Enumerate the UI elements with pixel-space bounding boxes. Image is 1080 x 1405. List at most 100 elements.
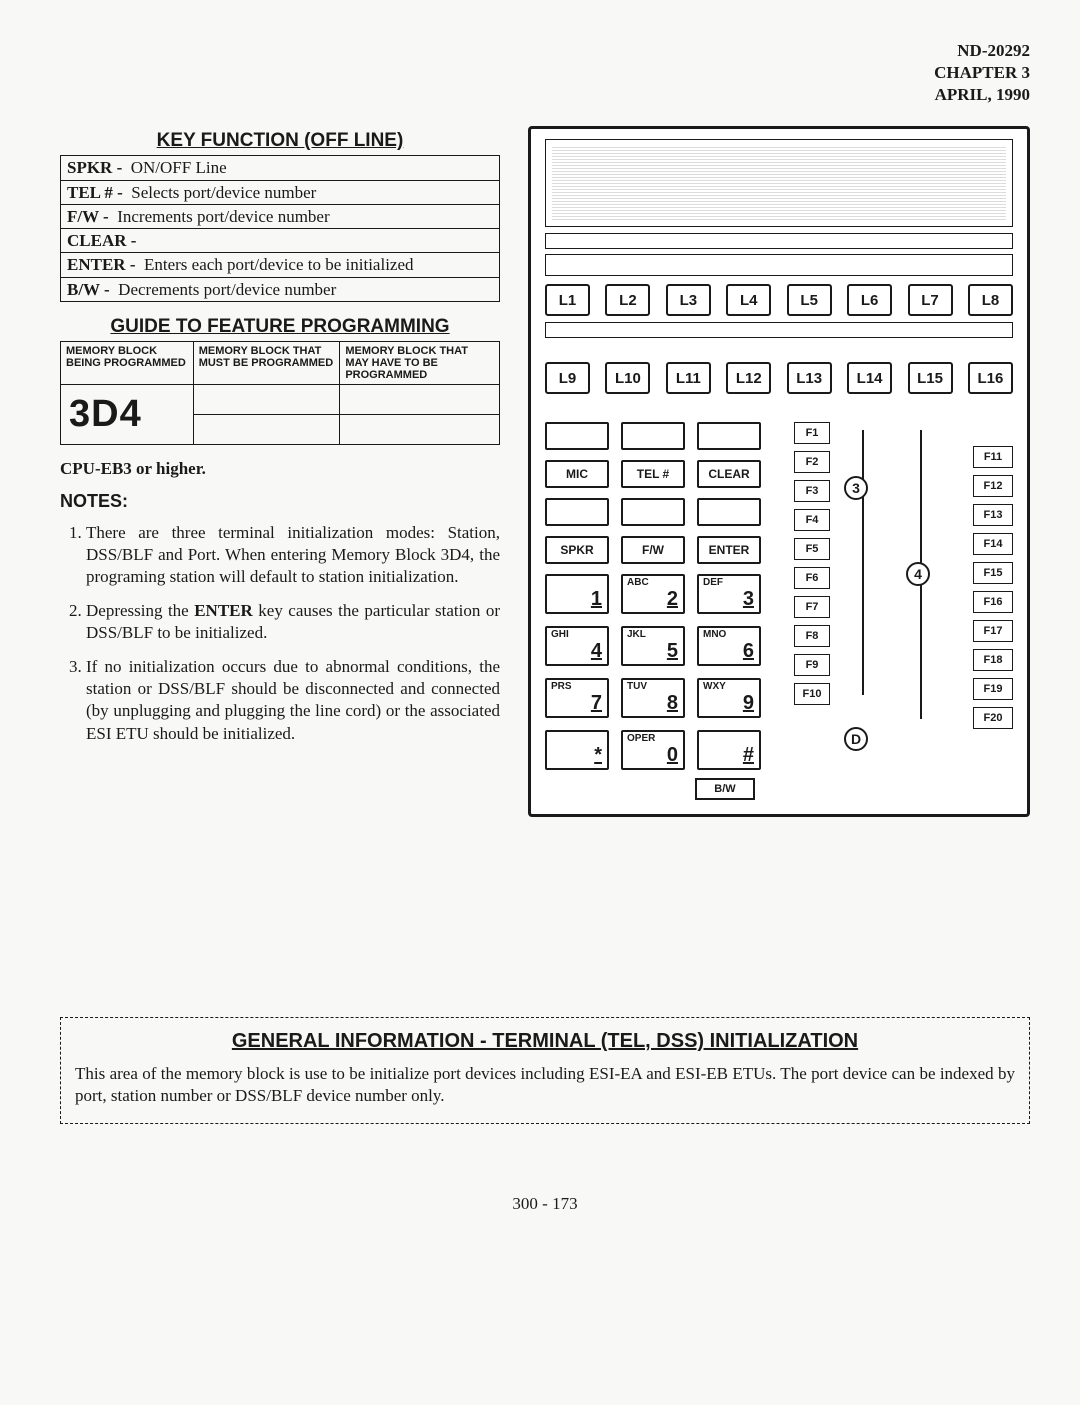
dial-key[interactable]: JKL5: [621, 626, 685, 666]
dial-key[interactable]: TUV8: [621, 678, 685, 718]
dial-key[interactable]: DEF3: [697, 574, 761, 614]
line-key[interactable]: L11: [666, 362, 711, 394]
key-func-row: SPKR - ON/OFF Line: [61, 156, 500, 180]
dial-key[interactable]: GHI4: [545, 626, 609, 666]
line-key[interactable]: L10: [605, 362, 650, 394]
feature-key[interactable]: F4: [794, 509, 830, 531]
key-func-row: F/W - Increments port/device number: [61, 204, 500, 228]
general-info-box: GENERAL INFORMATION - TERMINAL (TEL, DSS…: [60, 1017, 1030, 1124]
guide-h1: MEMORY BLOCK BEING PROGRAMMED: [61, 341, 194, 384]
doc-header: ND-20292 CHAPTER 3 APRIL, 1990: [60, 40, 1030, 106]
dial-key[interactable]: OPER0: [621, 730, 685, 770]
feature-key[interactable]: F19: [973, 678, 1013, 700]
guide-cell: [193, 384, 340, 414]
fn-key[interactable]: ENTER: [697, 536, 761, 564]
dial-key[interactable]: 1: [545, 574, 609, 614]
fn-blank: [697, 422, 761, 450]
feature-key[interactable]: F1: [794, 422, 830, 444]
dial-key[interactable]: WXY9: [697, 678, 761, 718]
feature-key[interactable]: F3: [794, 480, 830, 502]
dial-key[interactable]: *: [545, 730, 609, 770]
key-function-table: SPKR - ON/OFF LineTEL # - Selects port/d…: [60, 155, 500, 302]
line-key[interactable]: L6: [847, 284, 892, 316]
notes-list: There are three terminal initialization …: [60, 522, 500, 745]
fn-blank: [621, 498, 685, 526]
line-key[interactable]: L16: [968, 362, 1013, 394]
panel-strip: [545, 254, 1013, 276]
feature-key[interactable]: F8: [794, 625, 830, 647]
line-key[interactable]: L5: [787, 284, 832, 316]
feature-key[interactable]: F12: [973, 475, 1013, 497]
guide-code: 3D4: [61, 384, 194, 444]
feature-key[interactable]: F17: [973, 620, 1013, 642]
fn-blank: [697, 498, 761, 526]
dial-pad: 1 ABC2 DEF3 GHI4 JKL5 MNO6 PRS7 TUV8 WXY9 * OPER0 #: [545, 574, 780, 770]
line-key-row-2: L9 L10 L11 L12 L13 L14 L15 L16: [545, 362, 1013, 394]
note-item: Depressing the ENTER key causes the part…: [86, 600, 500, 644]
phone-panel: L1 L2 L3 L4 L5 L6 L7 L8 L9 L10 L11 L12 L13 L14 L15 L16…: [528, 126, 1030, 817]
guide-h2: MEMORY BLOCK THAT MUST BE PROGRAMMED: [193, 341, 340, 384]
general-body: This area of the memory block is use to …: [75, 1063, 1015, 1107]
dial-key[interactable]: ABC2: [621, 574, 685, 614]
guide-title: GUIDE TO FEATURE PROGRAMMING: [60, 316, 500, 338]
feature-key[interactable]: F11: [973, 446, 1013, 468]
guide-h3: MEMORY BLOCK THAT MAY HAVE TO BE PROGRAM…: [340, 341, 500, 384]
feature-key[interactable]: F5: [794, 538, 830, 560]
display-area: [545, 139, 1013, 227]
fn-key[interactable]: F/W: [621, 536, 685, 564]
line-key[interactable]: L12: [726, 362, 771, 394]
line-key[interactable]: L4: [726, 284, 771, 316]
dial-key[interactable]: MNO6: [697, 626, 761, 666]
doc-id: ND-20292: [60, 40, 1030, 62]
feature-key[interactable]: F6: [794, 567, 830, 589]
line-key[interactable]: L9: [545, 362, 590, 394]
fn-key[interactable]: MIC: [545, 460, 609, 488]
fn-blank: [545, 422, 609, 450]
fn-key[interactable]: SPKR: [545, 536, 609, 564]
doc-chapter: CHAPTER 3: [60, 62, 1030, 84]
guide-table: MEMORY BLOCK BEING PROGRAMMED MEMORY BLO…: [60, 341, 500, 445]
guide-cell: [340, 414, 500, 444]
feature-key[interactable]: F10: [794, 683, 830, 705]
fn-blank: [621, 422, 685, 450]
feature-key[interactable]: F18: [973, 649, 1013, 671]
dial-key[interactable]: PRS7: [545, 678, 609, 718]
key-func-row: TEL # - Selects port/device number: [61, 180, 500, 204]
key-function-title: KEY FUNCTION (OFF LINE): [60, 130, 500, 152]
bw-key[interactable]: B/W: [695, 778, 755, 800]
line-key[interactable]: L8: [968, 284, 1013, 316]
feature-key[interactable]: F15: [973, 562, 1013, 584]
line-key[interactable]: L1: [545, 284, 590, 316]
divider: [862, 430, 864, 695]
guide-cell: [340, 384, 500, 414]
line-key[interactable]: L7: [908, 284, 953, 316]
cpu-note: CPU-EB3 or higher.: [60, 459, 500, 479]
fn-key[interactable]: CLEAR: [697, 460, 761, 488]
note-item: There are three terminal initialization …: [86, 522, 500, 588]
doc-date: APRIL, 1990: [60, 84, 1030, 106]
fn-key[interactable]: TEL #: [621, 460, 685, 488]
line-key[interactable]: L15: [908, 362, 953, 394]
key-func-row: B/W - Decrements port/device number: [61, 277, 500, 301]
note-item: If no initialization occurs due to abnor…: [86, 656, 500, 744]
general-title: GENERAL INFORMATION - TERMINAL (TEL, DSS…: [75, 1030, 1015, 1053]
feature-key[interactable]: F20: [973, 707, 1013, 729]
feature-key[interactable]: F14: [973, 533, 1013, 555]
feature-key[interactable]: F13: [973, 504, 1013, 526]
line-key[interactable]: L2: [605, 284, 650, 316]
key-func-row: CLEAR -: [61, 229, 500, 253]
feature-key[interactable]: F9: [794, 654, 830, 676]
feature-key[interactable]: F2: [794, 451, 830, 473]
fn-blank: [545, 498, 609, 526]
panel-strip: [545, 233, 1013, 249]
feature-key[interactable]: F16: [973, 591, 1013, 613]
feature-key[interactable]: F7: [794, 596, 830, 618]
line-key-row-1: L1 L2 L3 L4 L5 L6 L7 L8: [545, 284, 1013, 316]
notes-heading: NOTES:: [60, 491, 500, 512]
line-key[interactable]: L13: [787, 362, 832, 394]
dial-key[interactable]: #: [697, 730, 761, 770]
key-func-row: ENTER - Enters each port/device to be in…: [61, 253, 500, 277]
line-key[interactable]: L3: [666, 284, 711, 316]
guide-cell: [193, 414, 340, 444]
line-key[interactable]: L14: [847, 362, 892, 394]
